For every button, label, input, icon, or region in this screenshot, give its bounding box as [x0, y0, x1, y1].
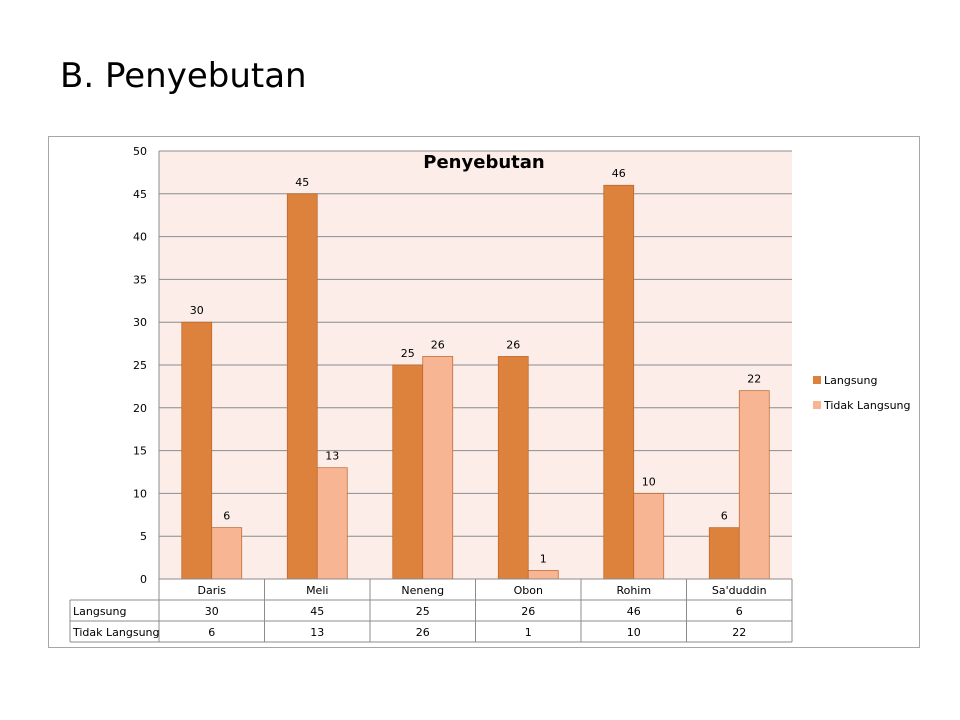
- table-cell: 10: [627, 626, 641, 639]
- data-label: 46: [612, 167, 626, 180]
- chart-title: Penyebutan: [423, 152, 544, 173]
- table-cell: 45: [310, 605, 324, 618]
- y-tick-label: 35: [133, 273, 147, 286]
- bar: [181, 321, 213, 580]
- data-label: 6: [223, 510, 230, 523]
- y-tick-label: 25: [133, 359, 147, 372]
- legend-label: Tidak Langsung: [823, 399, 911, 412]
- table-cell: 22: [732, 626, 746, 639]
- y-tick-label: 20: [133, 402, 147, 415]
- y-tick-label: 0: [140, 573, 147, 586]
- table-cell: 26: [521, 605, 535, 618]
- table-cell: 30: [205, 605, 219, 618]
- x-tick-label: Obon: [514, 584, 543, 597]
- data-label: 25: [401, 347, 415, 360]
- data-label: 26: [506, 338, 520, 351]
- bar: [286, 193, 318, 580]
- bar: [392, 364, 424, 580]
- x-tick-label: Rohim: [616, 584, 651, 597]
- bar: [633, 493, 665, 580]
- x-tick-label: Sa'duddin: [712, 584, 767, 597]
- y-tick-label: 50: [133, 145, 147, 158]
- table-series-label: Tidak Langsung: [72, 626, 160, 639]
- x-tick-label: Neneng: [401, 584, 444, 597]
- table-cell: 6: [208, 626, 215, 639]
- bar: [603, 184, 635, 580]
- y-tick-label: 10: [133, 487, 147, 500]
- table-cell: 1: [525, 626, 532, 639]
- bar: [738, 390, 770, 580]
- legend-label: Langsung: [824, 374, 877, 387]
- table-cell: 46: [627, 605, 641, 618]
- bar: [527, 570, 559, 580]
- table-cell: 13: [310, 626, 324, 639]
- data-label: 22: [747, 373, 761, 386]
- y-tick-label: 30: [133, 316, 147, 329]
- table-cell: 25: [416, 605, 430, 618]
- data-label: 10: [642, 475, 656, 488]
- x-tick-label: Meli: [306, 584, 328, 597]
- bar: [708, 527, 740, 580]
- legend-swatch: [813, 401, 821, 409]
- bar: [316, 467, 348, 580]
- bar: [422, 356, 454, 580]
- slide-title: B. Penyebutan: [60, 56, 307, 96]
- legend-swatch: [813, 376, 821, 384]
- table-cell: 26: [416, 626, 430, 639]
- data-label: 13: [325, 450, 339, 463]
- bar: [497, 356, 529, 580]
- table-series-label: Langsung: [73, 605, 126, 618]
- y-tick-label: 40: [133, 231, 147, 244]
- data-label: 30: [190, 304, 204, 317]
- data-label: 26: [431, 338, 445, 351]
- x-tick-label: Daris: [197, 584, 226, 597]
- y-tick-label: 45: [133, 188, 147, 201]
- y-tick-label: 15: [133, 445, 147, 458]
- data-label: 6: [721, 510, 728, 523]
- y-tick-label: 5: [140, 530, 147, 543]
- bar: [211, 527, 243, 580]
- data-label: 45: [295, 176, 309, 189]
- data-label: 1: [540, 552, 547, 565]
- table-cell: 6: [736, 605, 743, 618]
